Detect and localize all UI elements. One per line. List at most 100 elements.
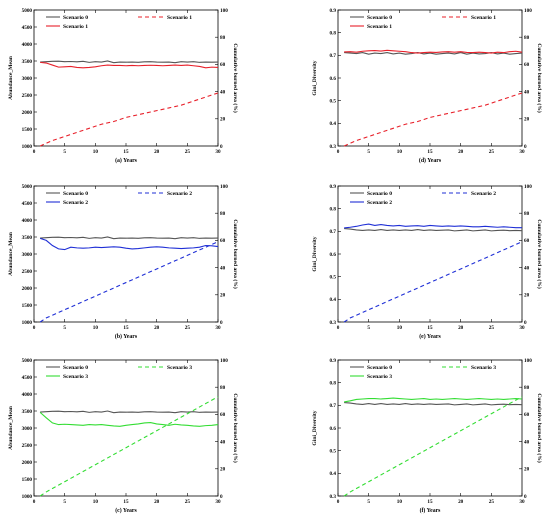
y-tick-label: 0.3 — [330, 494, 337, 500]
y-axis-title: Gini_Diversity — [312, 236, 318, 271]
x-tick-label: 25 — [185, 325, 191, 331]
y2-tick-label: 80 — [524, 385, 530, 391]
y2-tick-label: 80 — [220, 385, 226, 391]
y-tick-label: 1500 — [22, 303, 33, 309]
chart-panel-c: 0 5 10 15 20 25 301000150020002500300035004000… — [8, 358, 239, 514]
x-tick-label: 25 — [489, 149, 495, 155]
x-tick-label: 10 — [397, 325, 403, 331]
y-axis-title: Gini_Diversity — [312, 410, 318, 445]
y-tick-label: 2500 — [22, 93, 33, 99]
y-tick-label: 0.5 — [330, 274, 337, 280]
y-tick-label: 1500 — [22, 127, 33, 133]
y2-tick-label: 60 — [220, 412, 226, 418]
y2-tick-label: 60 — [220, 238, 226, 244]
plot-frame — [337, 359, 523, 497]
legend-label: Scenario 3 — [471, 365, 496, 371]
legend-label: Scenario 1 — [367, 24, 392, 30]
y-tick-label: 0.9 — [330, 358, 337, 364]
chart-caption: (e) Years — [419, 333, 441, 340]
y-tick-label: 0.3 — [330, 320, 337, 326]
x-tick-label: 10 — [397, 149, 403, 155]
plot-frame — [337, 9, 523, 147]
y-tick-label: 2000 — [22, 110, 33, 116]
x-tick-label: 25 — [489, 325, 495, 331]
y2-tick-label: 20 — [524, 293, 530, 299]
plot-frame — [33, 185, 219, 323]
legend-label: Scenario 0 — [63, 191, 88, 197]
chart-panel-f: 0 5 10 15 20 25 30 0.3 0.4 0.5 0.6 0.7 0.8 0.9 0 20 40 60… — [312, 358, 543, 514]
x-tick-label: 10 — [93, 499, 99, 505]
chart-caption: (f) Years — [420, 507, 442, 514]
y-tick-label: 0.7 — [330, 403, 337, 409]
y2-tick-label: 80 — [524, 35, 530, 41]
legend-label: Scenario 3 — [367, 374, 392, 380]
y2-tick-label: 0 — [524, 144, 527, 150]
legend-label: Scenario 2 — [63, 200, 88, 206]
x-tick-label: 0 — [337, 149, 340, 155]
y-tick-label: 0.5 — [330, 98, 337, 104]
x-tick-label: 30 — [215, 325, 221, 331]
legend-label: Scenario 1 — [63, 24, 88, 30]
y-tick-label: 4500 — [22, 375, 33, 381]
series-line-scenario-3 — [344, 397, 523, 403]
x-tick-label: 30 — [519, 149, 525, 155]
y-tick-label: 0.4 — [330, 121, 337, 127]
x-tick-label: 20 — [154, 499, 160, 505]
y2-tick-label: 40 — [524, 89, 530, 95]
x-tick-label: 15 — [427, 499, 433, 505]
x-tick-label: 15 — [427, 325, 433, 331]
y-tick-label: 3000 — [22, 76, 33, 82]
y-axis-title: Abundance_Mean — [8, 405, 14, 450]
chart-panel-b: 0 5 10 15 20 25 301000150020002500300035004000… — [8, 184, 239, 340]
y2-tick-label: 20 — [524, 117, 530, 123]
y2-tick-label: 100 — [524, 8, 532, 14]
series-line-scenario-3 — [39, 411, 219, 427]
y-tick-label: 1000 — [22, 320, 33, 326]
legend-label: Scenario 2 — [367, 200, 392, 206]
chart-caption: (a) Years — [115, 157, 138, 164]
legend-label: Scenario 2 — [167, 191, 192, 197]
y2-tick-label: 0 — [220, 320, 223, 326]
x-tick-label: 20 — [154, 325, 160, 331]
y2-tick-label: 100 — [220, 184, 228, 190]
y-tick-label: 4500 — [22, 201, 33, 207]
y2-tick-label: 100 — [220, 358, 228, 364]
y2-tick-label: 80 — [220, 211, 226, 217]
y-tick-label: 0.9 — [330, 184, 337, 190]
y-tick-label: 0.6 — [330, 76, 337, 82]
y-tick-label: 0.8 — [330, 30, 337, 36]
legend-label: Scenario 1 — [471, 15, 496, 21]
x-tick-label: 5 — [367, 499, 370, 505]
x-tick-label: 5 — [367, 325, 370, 331]
x-tick-label: 10 — [93, 149, 99, 155]
y2-tick-label: 60 — [524, 62, 530, 68]
series-line-scenario-0 — [344, 228, 523, 232]
y-tick-label: 2000 — [22, 286, 33, 292]
y-tick-label: 1000 — [22, 144, 33, 150]
series-line-scenario-3-burned — [39, 396, 219, 497]
y-tick-label: 0.9 — [330, 8, 337, 14]
y-tick-label: 4000 — [22, 218, 33, 224]
x-tick-label: 15 — [427, 149, 433, 155]
x-tick-label: 15 — [123, 149, 129, 155]
y2-tick-label: 40 — [524, 265, 530, 271]
chart-caption: (c) Years — [115, 507, 137, 514]
y2-axis-title: Cumulative burned area (%) — [536, 219, 543, 288]
x-tick-label: 5 — [63, 325, 66, 331]
plot-frame — [33, 9, 219, 147]
x-tick-label: 25 — [185, 149, 191, 155]
y2-axis-title: Cumulative burned area (%) — [232, 219, 239, 288]
y2-tick-label: 0 — [220, 144, 223, 150]
y2-tick-label: 20 — [220, 117, 226, 123]
x-tick-label: 0 — [33, 499, 36, 505]
x-tick-label: 0 — [337, 499, 340, 505]
y-axis-title: Gini_Diversity — [312, 60, 318, 95]
x-tick-label: 20 — [458, 149, 464, 155]
y2-axis-title: Cumulative burned area (%) — [536, 393, 543, 462]
plot-frame — [337, 185, 523, 323]
y2-tick-label: 60 — [220, 62, 226, 68]
y2-tick-label: 0 — [524, 494, 527, 500]
chart-caption: (d) Years — [419, 157, 442, 164]
series-line-scenario-1 — [344, 49, 523, 54]
y2-tick-label: 80 — [524, 211, 530, 217]
